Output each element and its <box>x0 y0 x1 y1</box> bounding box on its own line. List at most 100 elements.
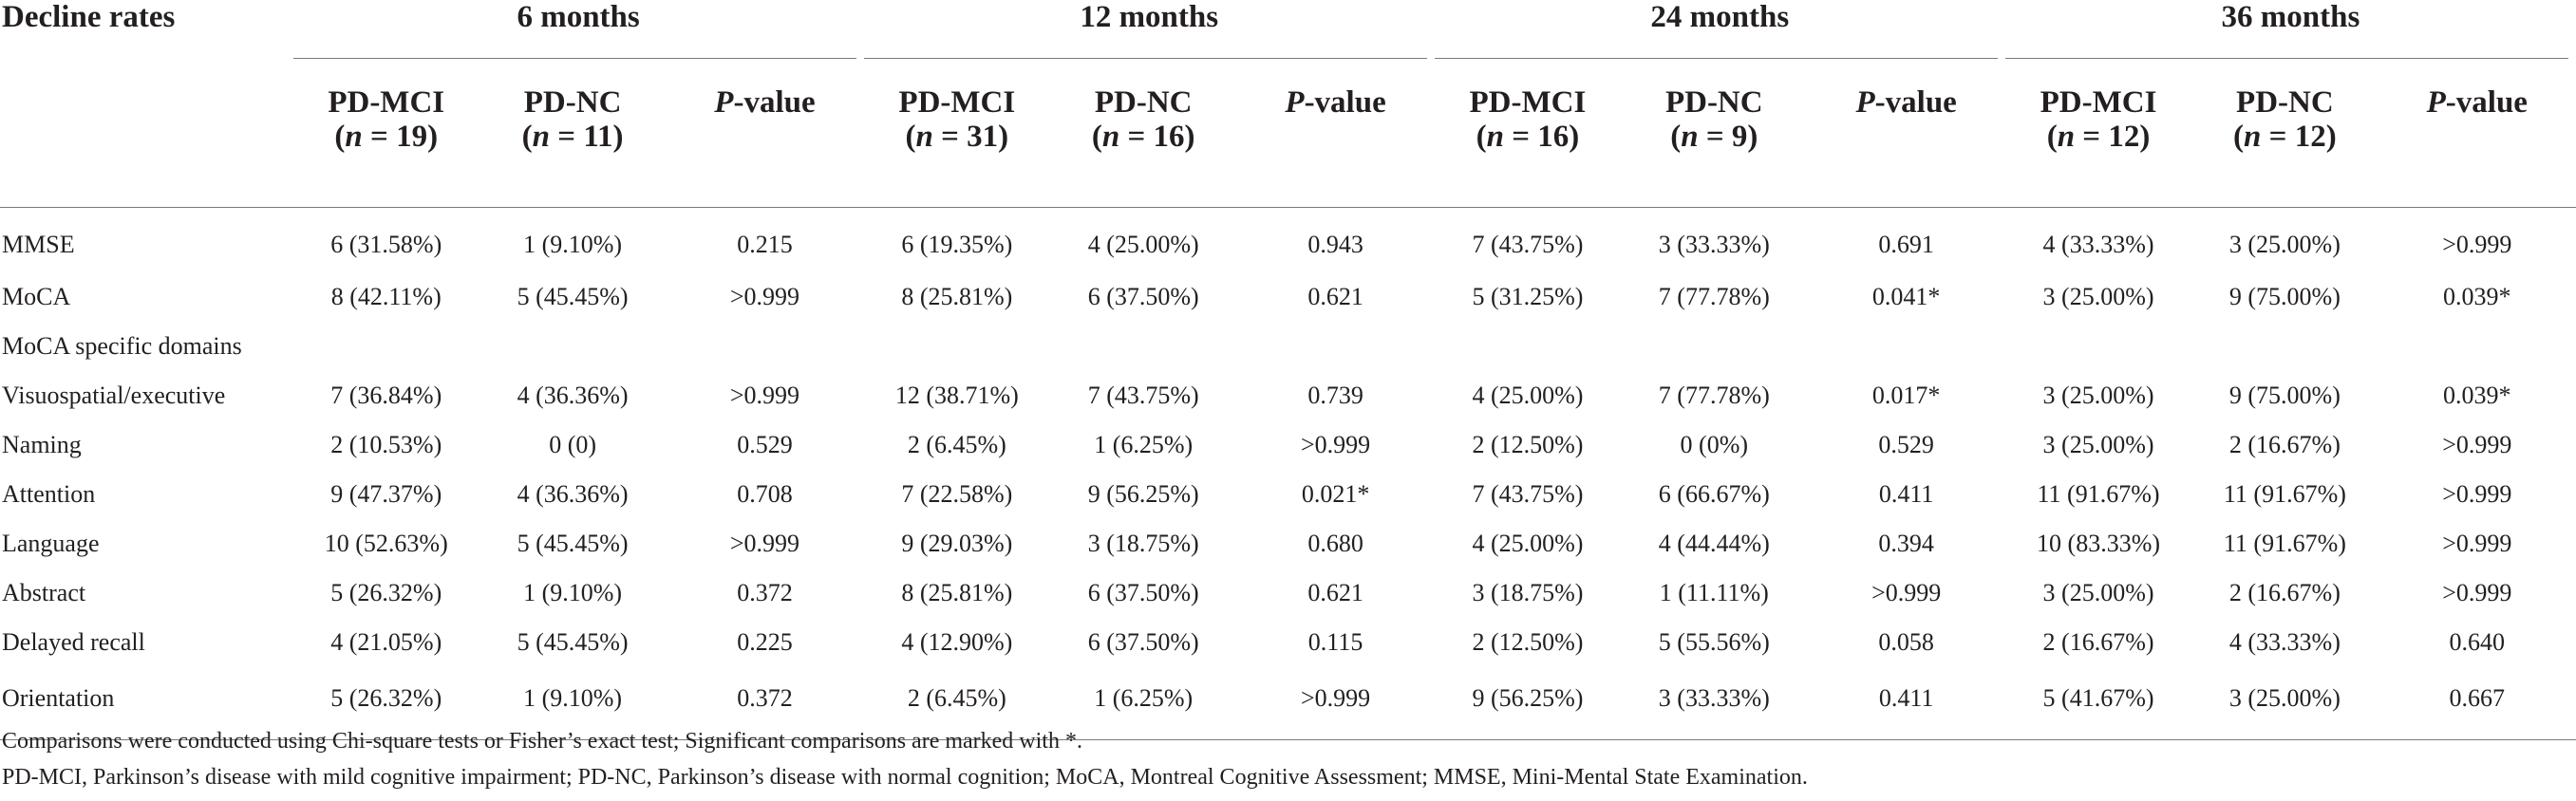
period-underline <box>1434 58 1998 59</box>
pd-nc-header: PD-NC (n = 16) <box>1050 59 1237 208</box>
p-value-cell: 0.021* <box>1301 480 1370 508</box>
table-row: Visuospatial/executive 7 (36.84%) 4 (36.36… <box>0 371 2576 420</box>
group-sample-size: (n = 19) <box>334 120 439 154</box>
count-cell: 3 (25.00%) <box>2191 667 2379 740</box>
p-value-header: P-value <box>1807 59 2005 208</box>
group-name: PD-MCI <box>898 85 1016 120</box>
table-row: MoCA specific domains <box>0 322 2576 371</box>
count-cell: 4 (25.00%) <box>1472 530 1584 557</box>
row-label: Delayed recall <box>2 628 145 656</box>
count-cell: 4 (33.33%) <box>2042 231 2154 258</box>
p-value-cell: >0.999 <box>729 382 800 409</box>
p-value-cell: 0.394 <box>1878 530 1934 557</box>
table-row: Attention 9 (47.37%) 4 (36.36%) 0.708 7 (22.… <box>0 470 2576 519</box>
row-label: Visuospatial/executive <box>2 382 226 409</box>
count-cell: 9 (75.00%) <box>2228 283 2341 310</box>
p-value-cell: 0.667 <box>2378 667 2576 740</box>
count-cell: 5 (26.32%) <box>292 667 479 740</box>
count-cell: 2 (16.67%) <box>2228 431 2341 458</box>
count-cell: 4 (44.44%) <box>1658 530 1770 557</box>
count-cell: 4 (21.05%) <box>330 628 442 656</box>
count-cell: 4 (36.36%) <box>517 480 629 508</box>
period-label: 6 months <box>517 0 640 34</box>
p-value-header: P-value <box>2378 59 2576 208</box>
group-name: PD-NC <box>2236 85 2334 120</box>
row-label: MoCA <box>2 283 71 310</box>
count-cell: 5 (31.25%) <box>1472 283 1584 310</box>
p-value-suffix: -value <box>1874 85 1957 120</box>
sample-size-value: 11 <box>583 120 613 154</box>
p-value-cell: >0.999 <box>1300 431 1371 458</box>
count-cell: 9 (56.25%) <box>1434 667 1622 740</box>
group-sample-size: (n = 11) <box>521 120 624 154</box>
count-cell: 6 (37.50%) <box>1087 283 1199 310</box>
count-cell: 2 (12.50%) <box>1472 431 1584 458</box>
p-value-cell: 0.411 <box>1878 480 1934 508</box>
group-sample-size: (n = 9) <box>1670 120 1758 154</box>
p-value-cell: >0.999 <box>2442 231 2512 258</box>
period-label: 36 months <box>2221 0 2360 34</box>
p-value-cell: 0.708 <box>737 480 793 508</box>
count-cell: 1 (9.10%) <box>479 667 667 740</box>
p-value-cell: >0.999 <box>729 283 800 310</box>
count-cell: 10 (83.33%) <box>2037 530 2161 557</box>
period-header: 36 months <box>2004 0 2576 59</box>
count-cell: 1 (6.25%) <box>1094 431 1194 458</box>
decline-rates-table: Decline rates 6 months 12 months 24 mont… <box>0 0 2576 740</box>
count-cell: 7 (43.75%) <box>1472 480 1584 508</box>
group-name: PD-MCI <box>2040 85 2157 120</box>
period-underline <box>863 58 1427 59</box>
p-value-cell: 0.640 <box>2449 628 2506 656</box>
group-header-row: PD-MCI (n = 19) PD-NC (n = 11) P-value PD-MCI… <box>0 59 2576 208</box>
p-value-cell: 0.215 <box>737 231 793 258</box>
p-value-cell: 0.017* <box>1871 382 1941 409</box>
count-cell: 3 (25.00%) <box>2042 382 2154 409</box>
row-label: Attention <box>2 480 96 508</box>
table-row: Orientation 5 (26.32%) 1 (9.10%) 0.372 2 (6.… <box>0 667 2576 740</box>
count-cell: 6 (66.67%) <box>1658 480 1770 508</box>
count-cell: 12 (38.71%) <box>894 382 1019 409</box>
count-cell: 9 (56.25%) <box>1087 480 1199 508</box>
period-label: 12 months <box>1080 0 1219 34</box>
p-value-cell: >0.999 <box>2442 579 2512 606</box>
table-body: MMSE 6 (31.58%) 1 (9.10%) 0.215 6 (19.35%) 4 … <box>0 208 2576 740</box>
count-cell: 0 (0%) <box>1680 431 1749 458</box>
row-label: Naming <box>2 431 82 458</box>
corner-spacer <box>0 59 293 208</box>
table-row: Delayed recall 4 (21.05%) 5 (45.45%) 0.225 4… <box>0 618 2576 667</box>
table-footnotes: Comparisons were conducted using Chi-squ… <box>2 723 1808 795</box>
count-cell: 3 (25.00%) <box>2228 231 2341 258</box>
count-cell: 5 (41.67%) <box>2004 667 2192 740</box>
count-cell: 4 (12.90%) <box>901 628 1013 656</box>
p-letter: P <box>714 85 734 120</box>
count-cell: 4 (25.00%) <box>1472 382 1584 409</box>
count-cell: 11 (91.67%) <box>2223 480 2346 508</box>
p-value-cell: 0.411 <box>1807 667 2005 740</box>
count-cell: 4 (33.33%) <box>2228 628 2341 656</box>
footnote: PD-MCI, Parkinson’s disease with mild co… <box>2 765 1808 790</box>
p-value-cell <box>2379 322 2576 371</box>
p-value-cell <box>666 322 863 371</box>
count-cell: 3 (25.00%) <box>2042 283 2154 310</box>
sample-size-value: 16 <box>1153 120 1185 154</box>
period-header: 6 months <box>292 0 864 59</box>
p-value-cell: 0.680 <box>1307 530 1363 557</box>
group-name: PD-NC <box>1094 85 1193 120</box>
group-name: PD-MCI <box>328 85 445 120</box>
group-name: PD-NC <box>1664 85 1763 120</box>
count-cell <box>1050 322 1236 371</box>
p-letter: P <box>1285 85 1305 120</box>
pd-nc-header: PD-NC (n = 9) <box>1621 59 1808 208</box>
p-value-suffix: -value <box>733 85 816 120</box>
p-value-cell: >0.999 <box>729 530 800 557</box>
p-value-cell: 0.739 <box>1307 382 1363 409</box>
decline-rates-table-container: Decline rates 6 months 12 months 24 mont… <box>0 0 2576 740</box>
p-value-header: P-value <box>666 59 864 208</box>
count-cell: 4 (36.36%) <box>517 382 629 409</box>
p-value-suffix: -value <box>1304 85 1386 120</box>
pd-nc-header: PD-NC (n = 12) <box>2191 59 2379 208</box>
p-value-cell: >0.999 <box>2442 480 2512 508</box>
p-value-cell: 0.621 <box>1307 579 1363 606</box>
p-value-cell: 0.529 <box>1878 431 1934 458</box>
count-cell: 0 (0) <box>549 431 597 458</box>
